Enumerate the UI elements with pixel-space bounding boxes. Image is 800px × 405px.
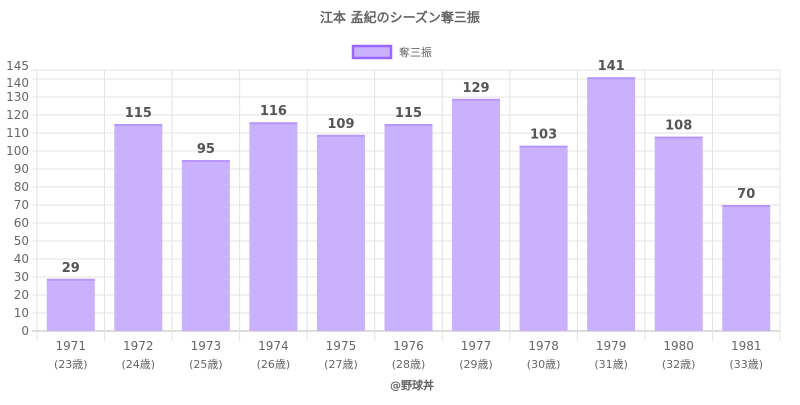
y-tick-label: 90 <box>14 162 29 176</box>
x-tick-label: 1972 <box>123 339 154 353</box>
data-label: 95 <box>197 142 215 157</box>
x-tick-label: 1980 <box>663 339 694 353</box>
bar <box>587 77 636 331</box>
y-tick-label: 60 <box>14 216 29 230</box>
x-tick-label: 1975 <box>326 339 357 353</box>
x-tick-sublabel: (31歳) <box>594 358 628 371</box>
footer-credit: @野球丼 <box>390 378 434 392</box>
data-label: 29 <box>62 261 80 276</box>
y-tick-label: 145 <box>6 59 29 73</box>
y-tick-label: 70 <box>14 198 29 212</box>
data-label: 109 <box>327 117 354 132</box>
x-tick-sublabel: (27歳) <box>324 358 358 371</box>
y-tick-label: 0 <box>21 324 29 338</box>
data-label: 70 <box>737 187 755 202</box>
bar <box>519 145 568 331</box>
y-tick-label: 110 <box>6 126 29 140</box>
x-tick-label: 1971 <box>55 339 86 353</box>
data-label: 141 <box>598 59 625 74</box>
x-tick-label: 1974 <box>258 339 289 353</box>
x-tick-sublabel: (30歳) <box>527 358 561 371</box>
bar <box>46 278 95 331</box>
x-tick-label: 1976 <box>393 339 424 353</box>
y-tick-label: 120 <box>6 108 29 122</box>
data-label: 129 <box>462 81 489 96</box>
bar <box>722 205 771 331</box>
x-tick-label: 1977 <box>461 339 492 353</box>
y-tick-label: 30 <box>14 270 29 284</box>
y-tick-label: 50 <box>14 234 29 248</box>
bar <box>452 98 501 331</box>
bar <box>114 124 163 331</box>
data-label: 108 <box>665 119 692 134</box>
data-label: 115 <box>395 106 422 121</box>
x-tick-sublabel: (26歳) <box>257 358 291 371</box>
y-tick-label: 130 <box>6 90 29 104</box>
x-tick-label: 1979 <box>596 339 627 353</box>
data-label: 115 <box>125 106 152 121</box>
legend[interactable]: 奪三振 <box>351 44 432 60</box>
bar <box>181 160 230 331</box>
y-tick-label: 20 <box>14 288 29 302</box>
bar <box>654 136 703 331</box>
y-tick-label: 40 <box>14 252 29 266</box>
y-tick-label: 140 <box>6 76 29 90</box>
legend-label: 奪三振 <box>399 45 432 59</box>
x-tick-sublabel: (33歳) <box>729 358 763 371</box>
chart-title: 江本 孟紀のシーズン奪三振 <box>320 10 480 26</box>
y-tick-label: 100 <box>6 144 29 158</box>
x-tick-label: 1973 <box>191 339 222 353</box>
x-tick-sublabel: (24歳) <box>122 358 156 371</box>
bar <box>384 124 433 331</box>
y-tick-label: 10 <box>14 306 29 320</box>
bar <box>316 134 365 331</box>
x-tick-sublabel: (29歳) <box>459 358 493 371</box>
x-tick-label: 1981 <box>731 339 762 353</box>
x-tick-sublabel: (25歳) <box>189 358 223 371</box>
legend-swatch <box>351 44 393 60</box>
y-tick-label: 80 <box>14 180 29 194</box>
x-tick-label: 1978 <box>528 339 559 353</box>
bar <box>249 122 298 331</box>
data-label: 116 <box>260 104 287 119</box>
x-tick-sublabel: (28歳) <box>392 358 426 371</box>
x-tick-sublabel: (23歳) <box>54 358 88 371</box>
x-tick-sublabel: (32歳) <box>662 358 696 371</box>
data-label: 103 <box>530 128 557 143</box>
